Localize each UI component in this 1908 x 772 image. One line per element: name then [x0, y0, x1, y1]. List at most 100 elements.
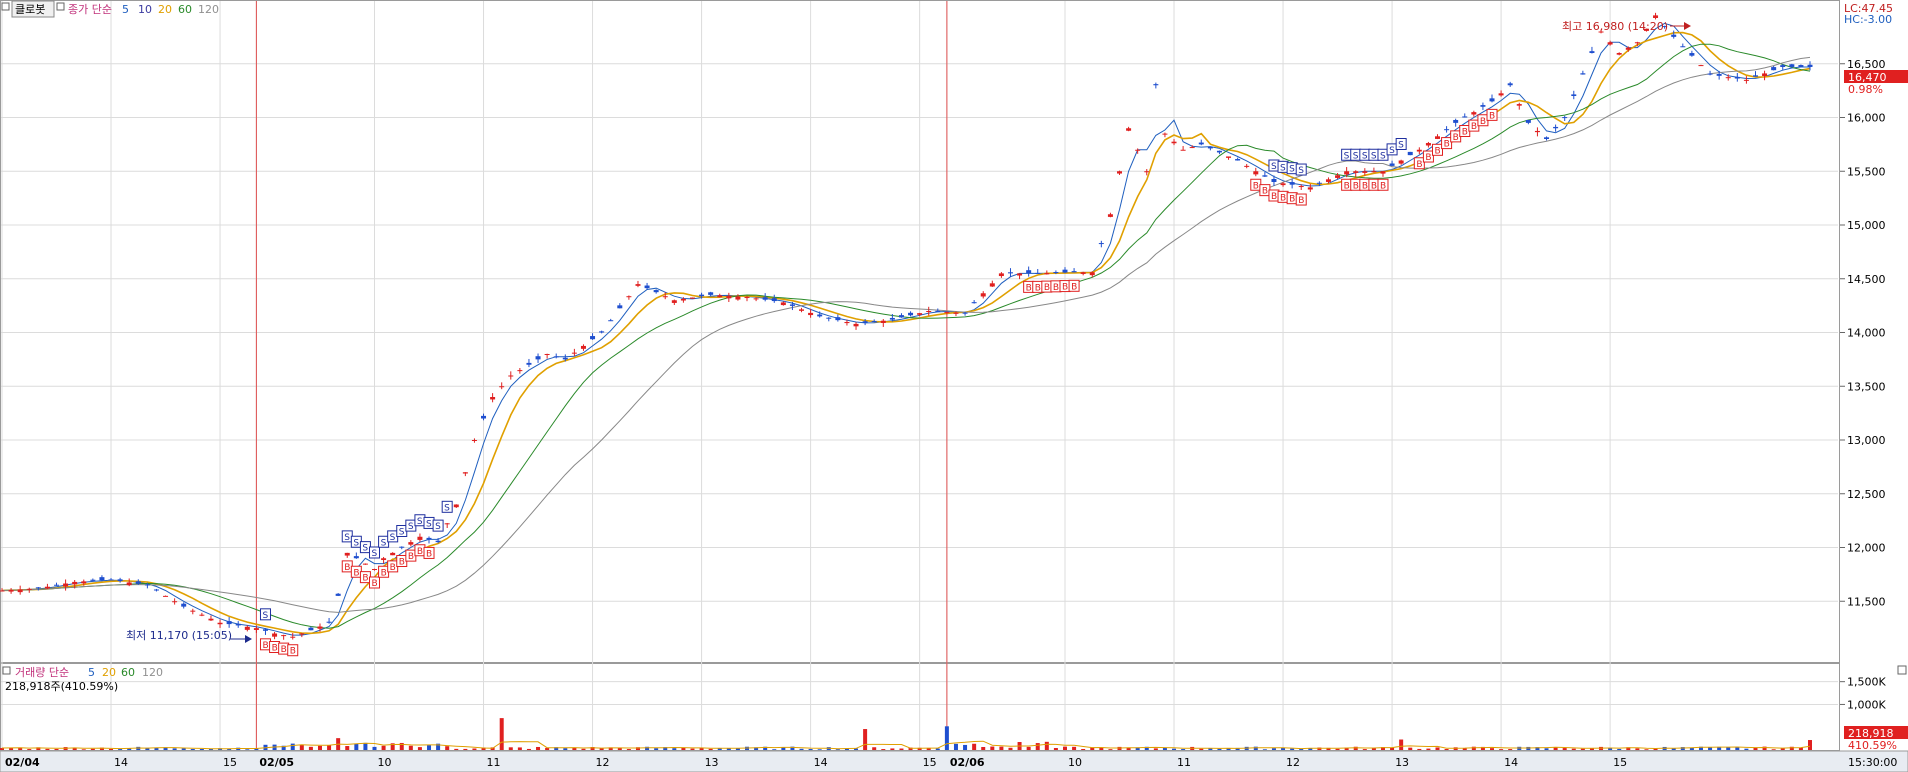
candle-body [535, 356, 541, 360]
volume-bar [1644, 749, 1649, 750]
volume-bar [1353, 746, 1358, 750]
volume-bar [799, 748, 804, 750]
candle-body [953, 312, 959, 314]
volume-bar [1290, 748, 1295, 750]
candle-body [1444, 129, 1450, 131]
volume-bar [808, 748, 813, 750]
volume-bar [999, 746, 1004, 750]
volume-bar [772, 749, 777, 750]
volume-bar [1762, 746, 1767, 750]
volume-bar [526, 748, 531, 750]
candle-body [1362, 171, 1368, 173]
candle-body [117, 579, 123, 582]
legend-toggle-icon[interactable] [56, 2, 65, 11]
volume-bar [81, 749, 86, 750]
volume-bar [1008, 747, 1013, 750]
volume-bar [763, 746, 768, 750]
candle-body [662, 296, 668, 298]
volume-bar [1580, 748, 1585, 750]
x-tick-label: 15 [923, 756, 937, 769]
volume-bar [1753, 747, 1758, 750]
price-tick-label: 13,500 [1847, 380, 1886, 393]
buy-signal-letter: B [1053, 283, 1059, 293]
candle-body [708, 292, 714, 295]
candle-body [1571, 94, 1577, 96]
sell-signal-letter: S [444, 503, 450, 513]
volume-pane-close-icon[interactable] [1897, 665, 1907, 675]
volume-bar [944, 726, 949, 750]
candle-body [1307, 187, 1313, 190]
candle-body [1189, 147, 1195, 149]
volume-bar [1499, 749, 1504, 750]
candle-body [644, 285, 650, 289]
candle-body [817, 314, 823, 317]
buy-signal-letter: B [1480, 117, 1486, 127]
volume-bar [99, 747, 104, 750]
buy-signal-letter: B [344, 563, 350, 573]
volume-bar [399, 742, 404, 750]
sell-signal-marker [1295, 163, 1307, 176]
candle-body [199, 614, 205, 616]
volume-bar [635, 747, 640, 750]
buy-signal-letter: B [362, 574, 368, 584]
candle-body [1662, 26, 1668, 28]
volume-bar [445, 746, 450, 750]
candle-body [1216, 150, 1222, 153]
vlegend-period-60: 60 [121, 666, 135, 679]
candle-body [1280, 183, 1286, 186]
legend-toggle-icon[interactable] [1, 2, 10, 11]
candle-body [1407, 151, 1413, 156]
high-annotation: 최고 16,980 (14:20) [1562, 20, 1691, 33]
volume-bar [1698, 746, 1703, 750]
volume-bar [844, 748, 849, 750]
candle-body [1798, 65, 1804, 67]
volume-bar [717, 747, 722, 750]
ma5-line [1, 22, 1810, 636]
price-tick-label: 12,500 [1847, 488, 1886, 501]
volume-bar [1317, 747, 1322, 750]
low-label: 최저 11,170 (15:05) [126, 629, 232, 642]
candle-body [1226, 156, 1232, 158]
candle-body [344, 552, 350, 556]
vlegend-period-5: 5 [88, 666, 95, 679]
price-legend-label: 종가 단순 [68, 3, 112, 16]
volume-bar [1226, 748, 1231, 750]
volume-bar [427, 745, 432, 750]
buy-signal-letter: B [1471, 122, 1477, 132]
candle-body [1253, 171, 1259, 175]
sell-signal-letter: S [1380, 151, 1386, 161]
volume-bar [381, 745, 386, 750]
volume-bar [1044, 741, 1049, 750]
current-volume-text: 218,918주(410.59%) [5, 680, 118, 693]
sell-signal-letter: S [399, 528, 405, 538]
candle-body [208, 618, 214, 621]
sell-signal-letter: S [1389, 146, 1395, 156]
buy-signal-letter: B [1071, 282, 1077, 292]
candle-body [1589, 51, 1595, 53]
sell-signal-letter: S [381, 538, 387, 548]
x-tick-label: 02/06 [950, 756, 985, 769]
candle-body [526, 362, 532, 365]
volume-bar [699, 748, 704, 750]
volume-bar [790, 746, 795, 750]
volume-bar [654, 748, 659, 750]
volume-bar [1390, 747, 1395, 750]
volume-bar [617, 747, 622, 750]
candle-body [1062, 269, 1068, 273]
candle-body [998, 273, 1004, 277]
volume-bar [590, 747, 595, 750]
sell-signal-marker [369, 546, 381, 559]
candle-body [163, 595, 169, 597]
buy-signal-letter: B [1371, 181, 1377, 191]
candle-body [853, 323, 859, 327]
volume-bar [190, 748, 195, 750]
candle-body [72, 581, 78, 585]
symbol-box[interactable] [11, 0, 55, 18]
legend-period-5: 5 [122, 3, 129, 16]
volume-bar [1162, 747, 1167, 750]
volume-bar [1380, 747, 1385, 750]
legend-toggle-icon[interactable] [2, 666, 11, 675]
price-legend: 클로봇 종가 단순 5 10 20 60 120 [1, 0, 219, 18]
